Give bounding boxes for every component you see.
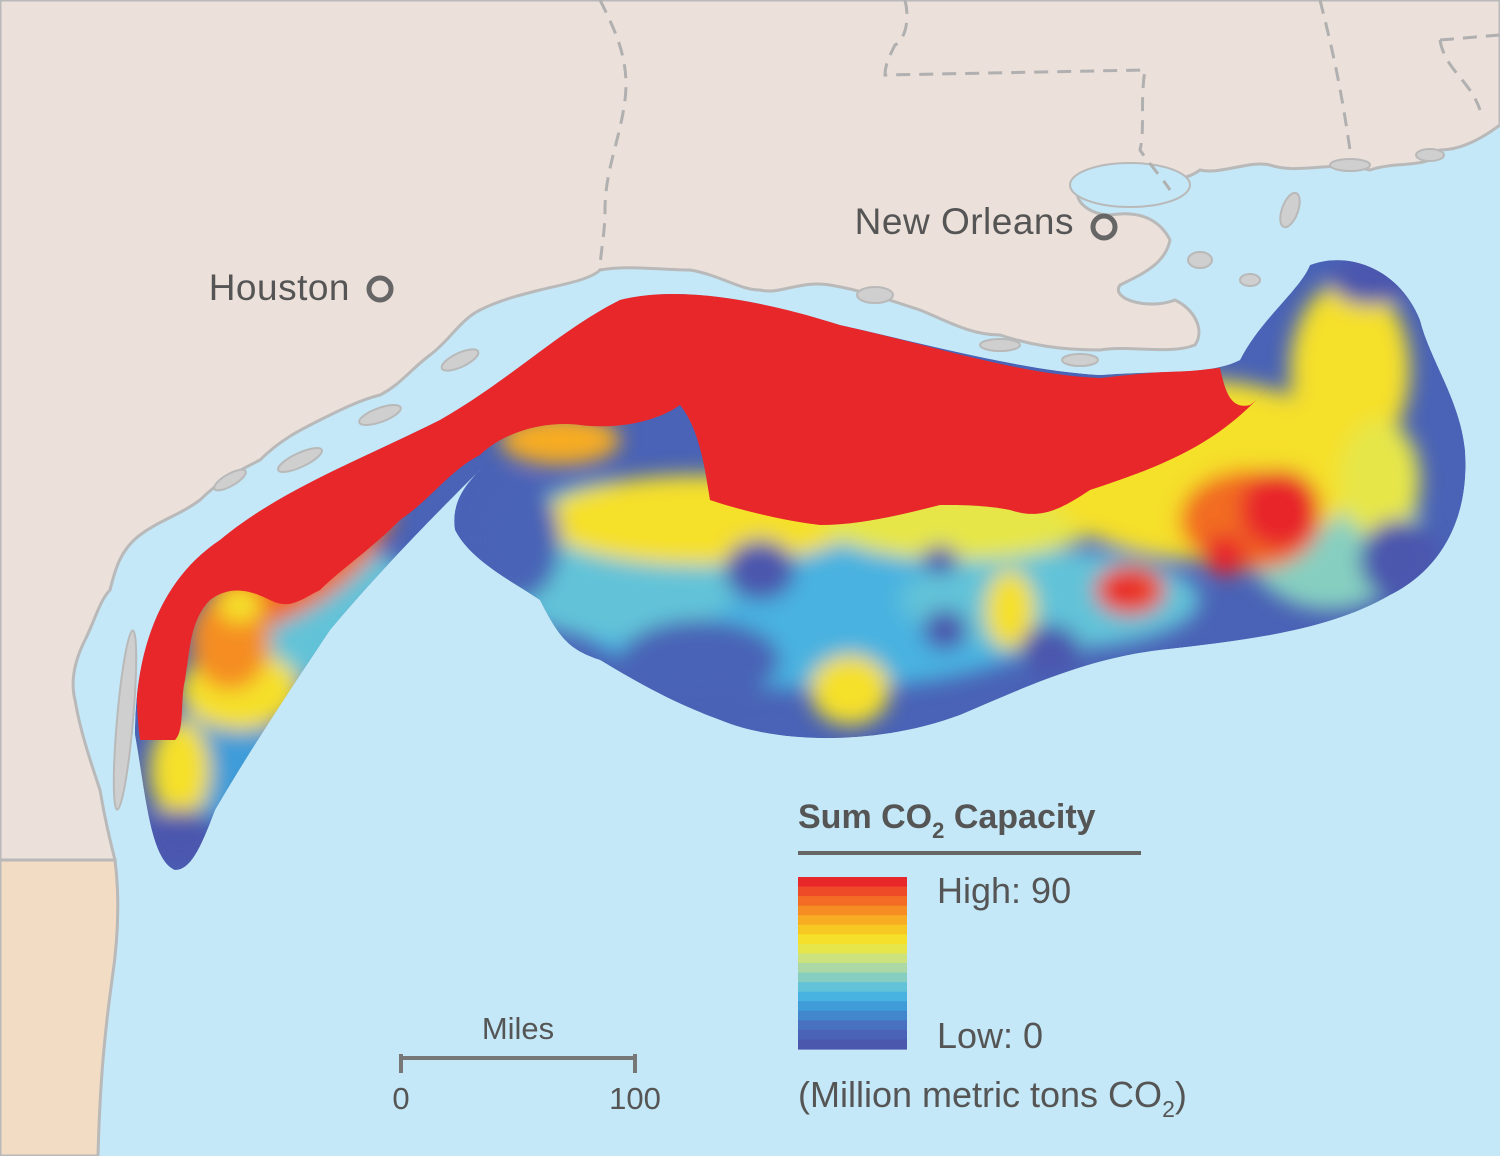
legend-ramp-step [798,1010,907,1021]
coastal-islands [112,148,1445,811]
houston-label: Houston [209,267,350,308]
new-orleans-label: New Orleans [855,201,1074,242]
legend-ramp-step [798,877,907,888]
new-orleans-marker [1090,213,1118,241]
co2-capacity-band [135,260,1466,871]
scale-bar-line [399,1054,637,1073]
legend-ramp-step [798,991,907,1002]
legend-title: Sum CO2 Capacity [798,798,1096,843]
legend-ramp-step [798,924,907,935]
legend-ramp-step [798,1020,907,1031]
legend-ramp-step [798,1001,907,1012]
legend-high-label: High: 90 [937,870,1071,911]
scale-bar-end: 100 [609,1081,661,1116]
legend-low-label: Low: 0 [937,1015,1043,1056]
legend-ramp-step [798,963,907,974]
legend-ramp-step [798,1029,907,1041]
scale-bar-start: 0 [392,1081,409,1116]
legend-ramp-step [798,934,907,945]
legend-color-ramp [798,877,907,1050]
mexico-land [0,858,120,1156]
legend-ramp-step [798,1039,907,1050]
legend-unit-label: (Million metric tons CO2) [798,1074,1187,1122]
scale-bar: Miles 0 100 [392,1011,660,1116]
legend-ramp-step [798,982,907,993]
legend-ramp-step [798,896,907,907]
legend-ramp-step [798,905,907,916]
legend-ramp-step [798,953,907,964]
legend-ramp-step [798,943,907,955]
lake-pontchartrain [1069,162,1191,208]
legend-ramp-step [798,886,907,897]
scale-bar-title: Miles [482,1011,554,1046]
houston-marker [366,275,394,303]
legend-ramp-step [798,915,907,926]
legend-ramp-step [798,972,907,983]
state-boundaries [598,0,1500,271]
legend: Sum CO2 Capacity High: 90 Low: 0 (Millio… [798,798,1187,1122]
